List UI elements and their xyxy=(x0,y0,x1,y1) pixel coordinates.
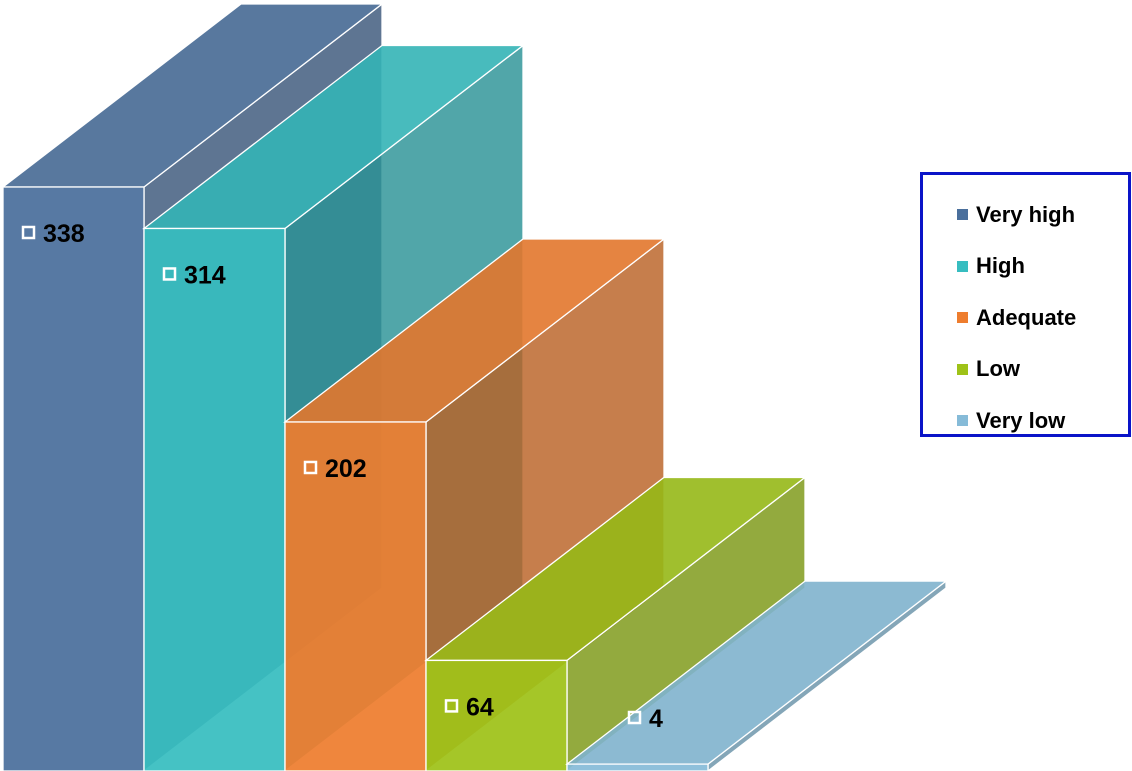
bar-front-face xyxy=(2,186,145,771)
legend-label: Adequate xyxy=(976,304,1077,330)
legend-swatch xyxy=(957,363,968,375)
legend-item-low: Low xyxy=(923,344,1128,396)
legend-swatch xyxy=(957,260,968,272)
legend-item-very-high: Very high xyxy=(923,189,1128,241)
legend-label: Very low xyxy=(976,407,1066,433)
data-label-high: 314 xyxy=(184,261,226,289)
bar-front-face xyxy=(425,659,568,771)
data-label-very-high: 338 xyxy=(43,220,85,248)
data-label-marker xyxy=(444,699,459,713)
chart-legend: Very high High Adequate Low Very low xyxy=(920,172,1131,437)
legend-item-high: High xyxy=(923,241,1128,293)
legend-swatch xyxy=(957,312,968,324)
data-label-very-low: 4 xyxy=(649,705,663,733)
data-label-low: 64 xyxy=(466,693,494,721)
bar-very-low: 4 xyxy=(565,579,948,771)
legend-label: High xyxy=(976,253,1025,279)
legend-swatch xyxy=(957,415,968,427)
data-label-marker xyxy=(627,710,642,725)
data-label-marker xyxy=(303,460,318,475)
bar-low: 64 xyxy=(424,476,807,771)
bar-front-face xyxy=(284,421,427,771)
bar-front-face xyxy=(566,763,709,771)
data-label-marker xyxy=(162,267,177,281)
legend-item-adequate: Adequate xyxy=(923,292,1128,344)
legend-label: Very high xyxy=(976,201,1076,227)
legend-swatch xyxy=(957,209,968,221)
legend-item-very-low: Very low xyxy=(923,395,1128,447)
data-label-adequate: 202 xyxy=(325,455,367,483)
data-label-marker xyxy=(21,225,36,240)
legend-label: Low xyxy=(976,356,1020,382)
bar-front-face xyxy=(143,227,286,771)
